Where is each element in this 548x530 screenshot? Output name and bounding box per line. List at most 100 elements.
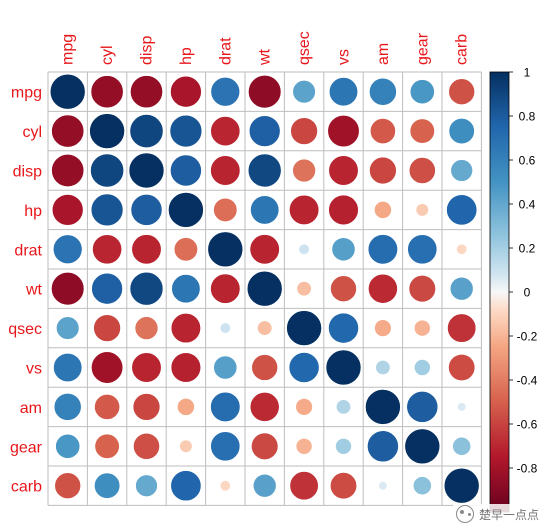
corr-circle-mpg-carb — [448, 78, 475, 105]
colorbar — [489, 71, 510, 513]
corr-circle-disp-cyl — [90, 153, 125, 188]
corr-circle-wt-gear — [408, 275, 436, 303]
corr-circle-disp-am — [369, 156, 397, 185]
corr-circle-qsec-carb — [447, 313, 477, 343]
corr-circle-carb-mpg — [54, 472, 81, 499]
corr-circle-am-qsec — [295, 398, 313, 416]
corr-circle-vs-carb — [448, 353, 476, 382]
corr-circle-hp-am — [374, 201, 392, 219]
corr-circle-am-mpg — [53, 393, 82, 421]
corr-circle-disp-carb — [450, 159, 473, 182]
corr-circle-drat-am — [367, 234, 398, 265]
row-label-qsec: qsec — [8, 321, 42, 338]
corr-circle-gear-vs — [335, 437, 352, 455]
corr-circle-qsec-am — [374, 319, 392, 337]
row-label-carb: carb — [11, 479, 42, 496]
corr-circle-vs-drat — [213, 355, 238, 380]
corr-circle-carb-vs — [329, 472, 358, 500]
row-label-am: am — [20, 400, 42, 417]
row-label-mpg: mpg — [11, 85, 42, 102]
col-label-carb: carb — [454, 34, 471, 65]
corr-circle-wt-wt — [246, 270, 283, 307]
corr-circle-gear-disp — [133, 432, 160, 460]
corr-circle-mpg-drat — [210, 76, 241, 107]
watermark: 楚早一点点 — [452, 504, 542, 524]
corr-circle-gear-gear — [404, 428, 441, 465]
corr-circle-wt-cyl — [91, 272, 123, 305]
col-label-gear: gear — [414, 32, 431, 65]
col-label-wt: wt — [257, 48, 274, 66]
col-label-mpg: mpg — [60, 34, 77, 65]
corr-circle-wt-carb — [449, 276, 474, 301]
corr-circle-mpg-mpg — [49, 73, 86, 110]
corr-circle-qsec-drat — [219, 322, 231, 334]
corr-circle-am-gear — [406, 391, 439, 423]
corr-circle-cyl-mpg — [51, 114, 85, 148]
corr-circle-drat-wt — [249, 234, 280, 265]
corr-circle-wt-hp — [171, 274, 201, 304]
col-label-qsec: qsec — [296, 31, 313, 65]
corr-circle-mpg-am — [369, 77, 397, 106]
corr-circle-wt-mpg — [51, 272, 85, 306]
corr-circle-disp-wt — [247, 153, 282, 188]
colorbar-tick-label: -0.4 — [517, 374, 538, 388]
row-label-disp: disp — [13, 164, 42, 181]
row-label-gear: gear — [10, 439, 43, 456]
corr-circle-cyl-drat — [210, 116, 241, 147]
corr-circle-cyl-carb — [448, 118, 475, 145]
corr-circle-carb-wt — [252, 473, 277, 498]
row-label-vs: vs — [26, 361, 42, 378]
corr-circle-carb-qsec — [289, 471, 319, 501]
corr-circle-cyl-qsec — [290, 117, 318, 145]
corr-circle-vs-gear — [413, 359, 431, 376]
corr-circle-am-drat — [210, 391, 241, 422]
corr-circle-am-hp — [177, 398, 195, 416]
corr-circle-cyl-hp — [169, 114, 203, 148]
corr-circle-disp-qsec — [292, 158, 316, 183]
corr-circle-cyl-gear — [409, 118, 435, 144]
corr-circle-carb-hp — [170, 470, 202, 502]
colorbar-tick-label: 0.8 — [519, 110, 536, 124]
corr-circle-gear-qsec — [295, 437, 313, 455]
corr-circle-hp-qsec — [289, 194, 320, 225]
corr-circle-am-am — [365, 389, 401, 425]
corr-circle-am-wt — [249, 392, 280, 422]
corr-circle-drat-qsec — [298, 243, 310, 255]
corr-circle-am-vs — [335, 399, 352, 415]
corr-circle-hp-vs — [328, 194, 359, 226]
corr-circle-drat-hp — [173, 237, 198, 262]
colorbar-tick-label: 1 — [524, 66, 531, 80]
corr-circle-cyl-wt — [248, 115, 281, 147]
corr-circle-qsec-gear — [413, 319, 431, 337]
corr-circle-hp-wt — [250, 195, 280, 225]
corr-circle-hp-carb — [446, 194, 478, 226]
corr-circle-hp-drat — [213, 197, 238, 222]
corr-circle-wt-disp — [129, 271, 164, 306]
colorbar-tick-label: 0 — [524, 286, 531, 300]
corr-circle-vs-vs — [325, 349, 362, 386]
corr-circle-disp-gear — [408, 157, 436, 184]
corr-circle-gear-hp — [179, 439, 193, 453]
corr-circle-carb-drat — [219, 480, 231, 492]
corr-circle-qsec-cyl — [93, 314, 121, 342]
col-label-cyl: cyl — [99, 45, 116, 65]
corr-circle-carb-disp — [135, 474, 158, 497]
corr-circle-mpg-cyl — [90, 75, 124, 109]
corr-circle-hp-hp — [168, 192, 204, 228]
corr-circle-drat-carb — [456, 243, 468, 255]
grid-lines — [47, 71, 482, 506]
corr-circle-mpg-vs — [328, 77, 359, 107]
corr-circle-hp-cyl — [90, 193, 124, 227]
corr-circle-mpg-disp — [130, 75, 163, 109]
corr-circle-drat-mpg — [52, 234, 83, 265]
corr-circle-qsec-qsec — [286, 310, 322, 346]
corr-circle-disp-drat — [210, 155, 241, 186]
corr-circle-gear-wt — [251, 432, 279, 460]
corr-circle-gear-drat — [210, 431, 241, 462]
corr-circle-am-carb — [457, 402, 467, 412]
corr-circle-carb-carb — [443, 467, 480, 504]
corr-circle-am-cyl — [94, 393, 121, 420]
corr-circle-gear-am — [367, 430, 399, 463]
corr-circle-cyl-am — [369, 118, 396, 145]
